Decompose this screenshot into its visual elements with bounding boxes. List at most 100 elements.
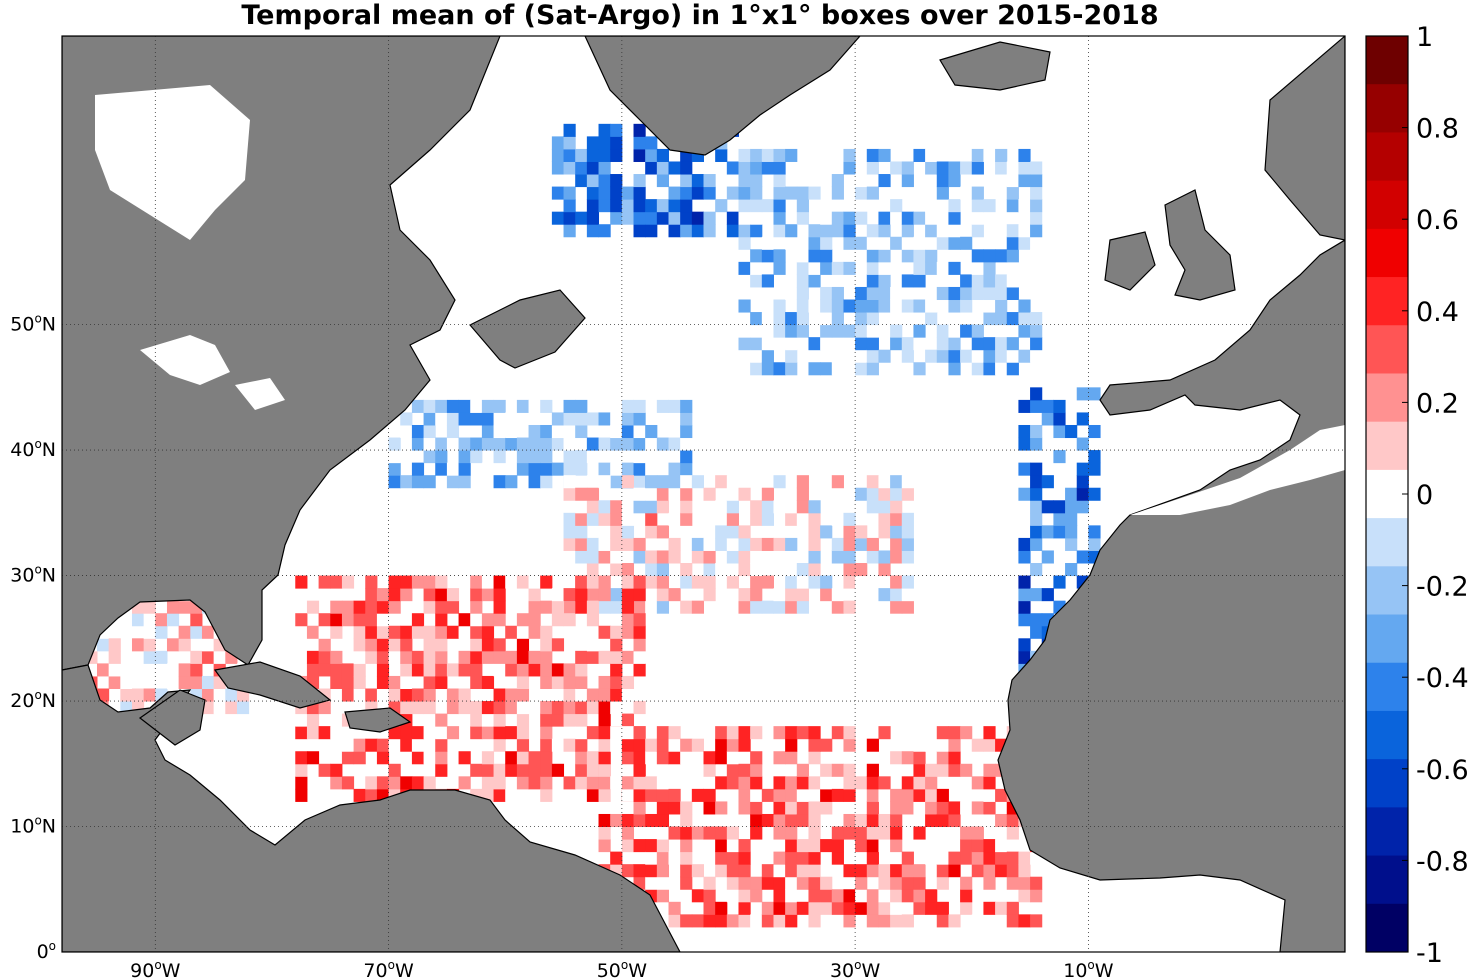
heatmap-cell	[820, 763, 833, 777]
heatmap-cell	[330, 776, 343, 790]
heatmap-cell	[376, 588, 390, 602]
heatmap-cell	[890, 537, 903, 551]
heatmap-cell	[680, 813, 693, 828]
heatmap-cell	[470, 763, 483, 777]
heatmap-cell	[633, 462, 646, 476]
heatmap-cell	[738, 801, 751, 815]
heatmap-cell	[936, 851, 949, 865]
heatmap-cell	[691, 600, 704, 614]
heatmap-cell	[516, 575, 530, 589]
heatmap-cell	[1088, 537, 1101, 551]
heatmap-cell	[376, 650, 390, 664]
heatmap-cell	[808, 876, 821, 890]
heatmap-cell	[411, 650, 425, 664]
heatmap-cell	[586, 161, 600, 175]
heatmap-cell	[995, 813, 1008, 828]
heatmap-cell	[388, 575, 401, 589]
heatmap-cell	[738, 186, 751, 200]
heatmap-cell	[411, 399, 425, 413]
heatmap-cell	[645, 839, 658, 853]
heatmap-cell	[715, 839, 728, 853]
heatmap-cell	[726, 186, 739, 200]
heatmap-cell	[925, 851, 938, 865]
heatmap-cell	[563, 738, 576, 752]
heatmap-cell	[493, 738, 506, 752]
heatmap-cell	[610, 776, 623, 790]
heatmap-cell	[1088, 387, 1101, 401]
heatmap-cell	[995, 839, 1008, 853]
heatmap-cell	[621, 776, 635, 790]
heatmap-cell	[528, 475, 541, 489]
heatmap-cell	[691, 914, 704, 928]
heatmap-cell	[551, 663, 565, 677]
heatmap-cell	[598, 537, 611, 551]
heatmap-cell	[680, 600, 693, 614]
heatmap-cell	[1076, 437, 1089, 451]
heatmap-cell	[540, 726, 553, 740]
heatmap-cell	[586, 575, 600, 589]
heatmap-cell	[470, 399, 483, 413]
heatmap-cell	[738, 851, 751, 865]
heatmap-cell	[645, 575, 658, 589]
heatmap-cell	[598, 123, 611, 137]
heatmap-cell	[668, 738, 681, 752]
heatmap-cell	[913, 864, 926, 878]
heatmap-cell	[365, 575, 378, 589]
heatmap-cell	[610, 525, 623, 539]
heatmap-cell	[1076, 500, 1089, 514]
land-ireland	[1104, 231, 1156, 291]
heatmap-cell	[458, 650, 471, 664]
heatmap-cell	[785, 186, 798, 200]
heatmap-cell	[855, 537, 868, 551]
land-cuba	[213, 661, 332, 709]
heatmap-cell	[598, 563, 611, 577]
heatmap-cell	[1030, 161, 1043, 175]
heatmap-cell	[668, 437, 681, 451]
heatmap-cell	[691, 550, 704, 564]
heatmap-cell	[645, 136, 658, 150]
heatmap-cell	[901, 537, 914, 551]
heatmap-cell	[715, 801, 728, 815]
heatmap-cell	[551, 136, 565, 150]
heatmap-cell	[983, 349, 996, 363]
heatmap-cell	[633, 186, 646, 200]
heatmap-cell	[808, 161, 821, 175]
colorbar-swatch	[1366, 36, 1408, 85]
heatmap-cell	[435, 751, 448, 765]
heatmap-cell	[621, 788, 635, 802]
heatmap-cell	[435, 675, 448, 689]
heatmap-cell	[586, 563, 600, 577]
heatmap-cell	[295, 763, 308, 777]
heatmap-cell	[586, 500, 600, 514]
heatmap-cell	[995, 249, 1008, 263]
region-cells	[563, 475, 914, 614]
heatmap-cell	[621, 675, 635, 689]
heatmap-cell	[610, 688, 623, 702]
map-frame	[61, 35, 1346, 953]
heatmap-cell	[411, 663, 425, 677]
colorbar-swatch	[1366, 710, 1408, 760]
heatmap-cell	[738, 864, 751, 878]
heatmap-cell	[656, 161, 670, 175]
heatmap-cell	[540, 788, 553, 802]
lat-tick-label: 50oN	[10, 312, 56, 336]
heatmap-cell	[516, 437, 530, 451]
heatmap-cell	[400, 424, 413, 439]
heatmap-cell	[1076, 550, 1089, 564]
heatmap-cell	[1018, 299, 1031, 313]
heatmap-cell	[936, 751, 949, 765]
heatmap-cell	[645, 851, 658, 865]
heatmap-cell	[680, 174, 693, 188]
heatmap-cell	[750, 312, 763, 326]
heatmap-cell	[645, 788, 658, 802]
heatmap-cell	[458, 613, 471, 627]
heatmap-cell	[808, 851, 821, 865]
heatmap-cell	[411, 437, 425, 451]
heatmap-cell	[785, 224, 798, 238]
data-cells	[85, 123, 1101, 928]
heatmap-cell	[423, 663, 436, 677]
heatmap-cell	[586, 763, 600, 777]
heatmap-cell	[738, 600, 751, 614]
heatmap-cell	[750, 261, 763, 275]
heatmap-cell	[586, 437, 600, 451]
